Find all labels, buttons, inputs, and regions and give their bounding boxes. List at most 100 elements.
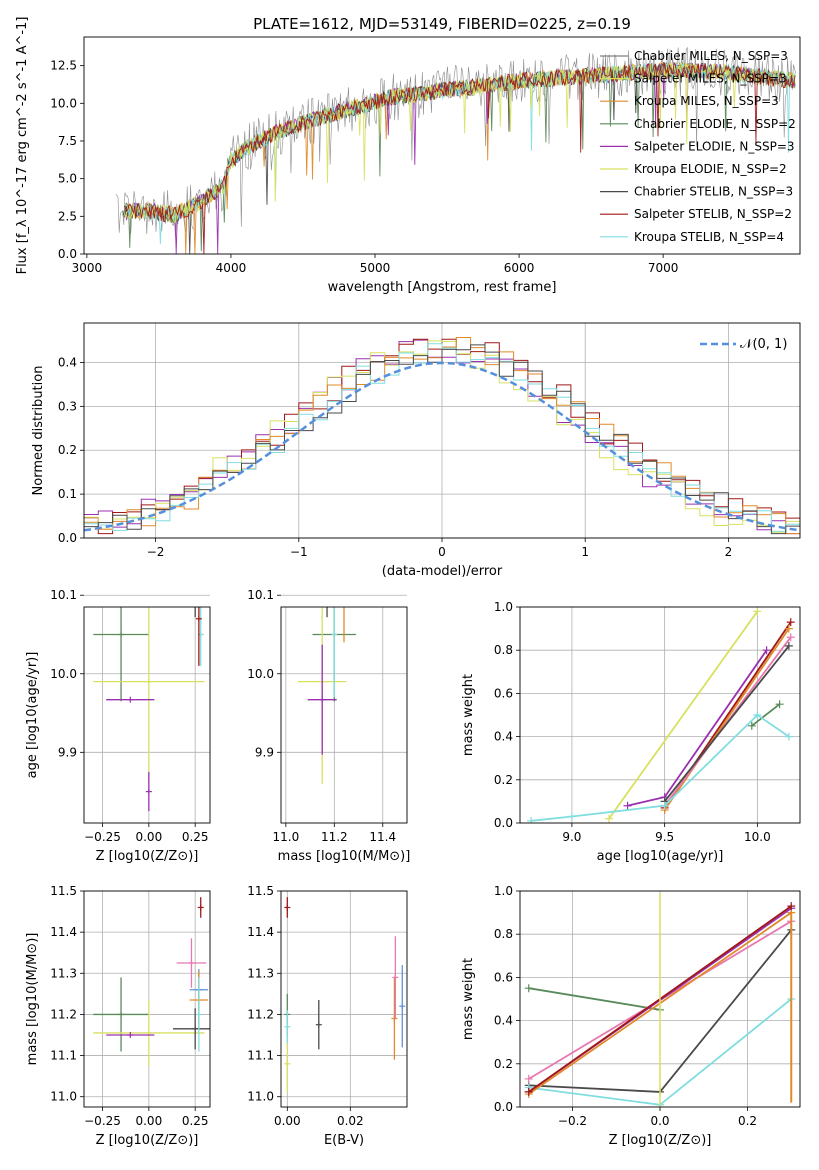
errorbar-point <box>194 607 196 618</box>
errorbar-point <box>349 556 383 603</box>
y-axis-label: Normed distribution <box>31 366 46 496</box>
errorbar-point <box>284 1035 291 1093</box>
y-tick-label: 1.0 <box>494 600 513 614</box>
errorbar-point <box>284 897 291 918</box>
legend-label: Chabrier STELIB, N_SSP=3 <box>634 185 793 199</box>
x-axis-label: E(B-V) <box>324 1133 364 1148</box>
x-tick-label: 11.4 <box>369 830 396 844</box>
series-marker <box>567 812 576 821</box>
plot-area-Z_vs_mass <box>93 897 210 1066</box>
series-line <box>608 610 759 820</box>
x-tick-label: 9.0 <box>562 830 581 844</box>
legend-label: Chabrier ELODIE, N_SSP=2 <box>634 117 796 131</box>
y-tick-label: 10.1 <box>247 588 274 602</box>
y-tick-label: 0.2 <box>58 443 77 457</box>
panel-residuals: −2 −1 0 1 2 0.0 0.1 0.2 0.3 0.4 (data-model)/error… <box>31 322 801 579</box>
x-axis-label: Z [log10(Z/Z⊙)] <box>96 849 199 864</box>
x-tick-label: 7000 <box>648 261 679 275</box>
x-tick-label: 1 <box>581 545 589 559</box>
legend-label: Kroupa STELIB, N_SSP=4 <box>634 230 784 244</box>
x-tick-label: 0.25 <box>182 830 209 844</box>
series-marker <box>787 902 796 911</box>
legend-label: Kroupa ELODIE, N_SSP=2 <box>634 162 787 176</box>
axes-frame <box>280 606 408 824</box>
axes-frame <box>83 890 211 1108</box>
x-tick-label: 0.00 <box>274 1114 301 1128</box>
series-marker <box>762 646 771 655</box>
y-tick-label: 11.3 <box>50 966 77 980</box>
errorbar-point <box>106 1032 155 1038</box>
series-marker <box>753 607 762 616</box>
series-line <box>531 713 790 822</box>
y-tick-label: 0.0 <box>494 1100 513 1114</box>
x-tick-label: 5000 <box>360 261 391 275</box>
y-tick-label: 11.5 <box>247 884 274 898</box>
plot-area-residuals <box>84 337 800 535</box>
y-tick-label: 11.2 <box>247 1007 274 1021</box>
series-marker <box>524 1074 533 1083</box>
y-tick-label: 0.4 <box>494 1014 513 1028</box>
series-marker <box>623 801 632 810</box>
y-tick-label: 9.9 <box>58 745 77 759</box>
x-tick-label: 3000 <box>72 261 103 275</box>
y-tick-label: 10.0 <box>50 96 77 110</box>
x-tick-label: −0.2 <box>558 1114 587 1128</box>
series-line <box>751 703 781 727</box>
y-tick-label: 5.0 <box>58 172 77 186</box>
errorbar-point <box>331 607 338 698</box>
y-tick-label: 0.2 <box>494 773 513 787</box>
y-tick-label: 0.8 <box>494 643 513 657</box>
y-axis-label: mass [log10(M/M⊙)] <box>25 933 40 1066</box>
x-tick-label: 6000 <box>504 261 535 275</box>
errorbar-point <box>343 607 345 643</box>
x-axis-label: mass [log10(M/M⊙)] <box>278 849 411 864</box>
y-tick-label: 11.4 <box>50 925 77 939</box>
errorbar-point <box>399 965 406 1048</box>
y-tick-label: 0.3 <box>58 399 77 413</box>
legend-label: Salpeter MILES, N_SSP=3 <box>634 72 787 86</box>
plot-area-Z_vs_age <box>93 544 212 812</box>
errorbar-point <box>184 566 210 572</box>
y-tick-label: 0.4 <box>58 355 77 369</box>
panel-spectrum: 3000 4000 5000 6000 7000 0.0 2.5 5.0 7.5 10.0 12.5… <box>15 17 801 295</box>
series-marker <box>753 711 762 719</box>
legend-label: 𝒩(0, 1) <box>740 337 787 352</box>
x-tick-label: 0.25 <box>182 1114 209 1128</box>
panel-Z_vs_massweight: −0.2 0.0 0.2 0.0 0.2 0.4 0.6 0.8 1.0 Z [log10(Z/Z… <box>461 884 801 1148</box>
errorbar-point <box>190 561 212 567</box>
y-tick-label: 11.3 <box>247 966 274 980</box>
y-axis-label: age [log10(age/yr)] <box>25 652 40 779</box>
errorbar-point <box>93 607 149 702</box>
y-axis-label: Flux [f_λ 10^-17 erg cm^-2 s^-1 A^-1] <box>15 17 30 275</box>
errorbar-point <box>93 977 149 1052</box>
series-marker <box>786 633 795 642</box>
y-tick-label: 11.5 <box>50 884 77 898</box>
axes-frame <box>83 606 211 824</box>
errorbar-point <box>106 696 155 703</box>
y-tick-label: 11.0 <box>50 1090 77 1104</box>
series-marker <box>527 816 536 823</box>
legend-label: Salpeter STELIB, N_SSP=2 <box>634 207 792 221</box>
errorbar-point <box>391 977 398 1060</box>
x-tick-label: 0 <box>438 545 446 559</box>
plot-area-ebv_vs_mass <box>284 897 406 1093</box>
y-tick-label: 11.1 <box>50 1049 77 1063</box>
legend: Chabrier MILES, N_SSP=3 Salpeter MILES, N… <box>600 49 796 244</box>
x-tick-label: 0.2 <box>738 1114 757 1128</box>
series-marker <box>784 732 793 741</box>
axes-frame <box>280 890 408 1108</box>
y-tick-label: 7.5 <box>58 134 77 148</box>
x-tick-label: 0.02 <box>337 1114 364 1128</box>
errorbar-point <box>197 897 204 918</box>
axes-frame <box>519 606 801 824</box>
errorbar-point <box>326 607 328 618</box>
y-tick-label: 11.2 <box>50 1007 77 1021</box>
x-tick-label: 9.5 <box>655 830 674 844</box>
errorbar-point <box>315 1000 322 1050</box>
histogram-step <box>84 343 800 532</box>
figure-title: PLATE=1612, MJD=53149, FIBERID=0225, z=0… <box>253 15 631 33</box>
x-tick-label: 11.2 <box>321 830 348 844</box>
x-tick-label: −0.25 <box>84 830 121 844</box>
errorbar-point <box>196 544 202 591</box>
plot-area-spectrum <box>115 46 796 254</box>
